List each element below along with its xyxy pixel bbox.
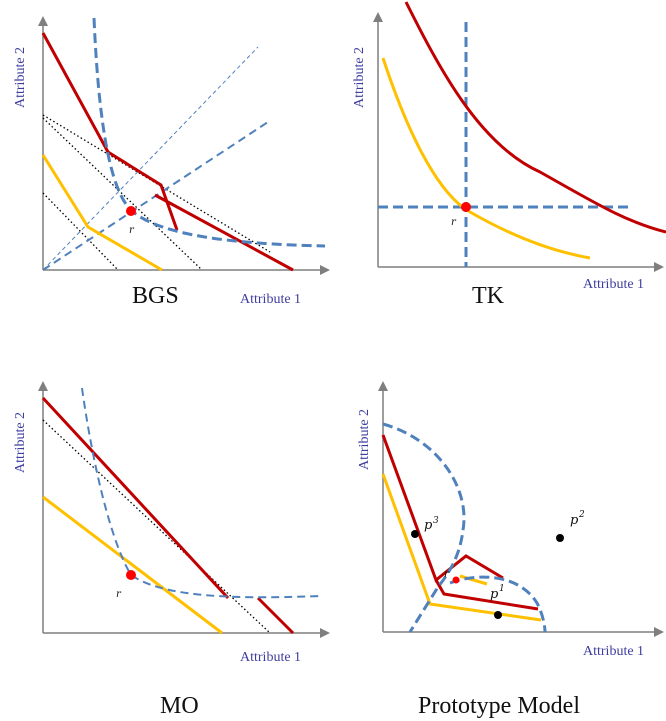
- proto-reference-point: [453, 577, 460, 584]
- proto-p3-sup: 3: [433, 516, 439, 526]
- proto-p2-point: [556, 534, 564, 542]
- mo-red-segment: [258, 598, 293, 633]
- mo-dotted-line: [43, 420, 270, 633]
- panel-mo: r Attribute 1 Attribute 2 MO: [13, 383, 328, 719]
- mo-x-label: Attribute 1: [240, 650, 301, 665]
- tk-red-curve: [406, 2, 666, 232]
- proto-p1-point: [494, 611, 502, 619]
- bgs-r-label: r: [129, 225, 135, 236]
- bgs-yellow-frontier: [43, 155, 162, 270]
- bgs-diagonal-ray: [43, 47, 258, 270]
- bgs-red-frontier: [43, 33, 177, 230]
- proto-p2-sup: 2: [578, 510, 585, 520]
- bgs-reference-point: [126, 206, 136, 216]
- panel-tk: r Attribute 1 Attribute 2 TK: [352, 2, 666, 309]
- proto-p2-label: p: [570, 513, 579, 528]
- proto-red-frontier-lower: [436, 580, 538, 609]
- proto-title: Prototype Model: [418, 693, 580, 719]
- proto-y-label: Attribute 2: [357, 409, 372, 470]
- proto-x-label: Attribute 1: [583, 644, 644, 659]
- mo-reference-point: [126, 570, 136, 580]
- tk-yellow-curve: [383, 58, 590, 258]
- panel-bgs: r Attribute 1 Attribute 2 BGS: [13, 18, 328, 309]
- bgs-title: BGS: [132, 283, 179, 309]
- tk-x-label: Attribute 1: [583, 277, 644, 292]
- tk-y-label: Attribute 2: [352, 47, 367, 108]
- proto-red-frontier-upper: [383, 435, 503, 580]
- proto-p1-sup: 1: [499, 584, 505, 594]
- proto-blue-boundary-inner: [450, 577, 545, 632]
- tk-r-label: r: [451, 217, 457, 228]
- mo-y-label: Attribute 2: [13, 412, 28, 473]
- tk-reference-point: [461, 202, 471, 212]
- bgs-y-label: Attribute 2: [13, 47, 28, 108]
- tk-title: TK: [472, 283, 505, 309]
- mo-yellow-line: [43, 497, 222, 633]
- panel-prototype: r p 3 p 2 p 1 Attribute 1 Attribute 2 Pr…: [357, 383, 662, 719]
- bgs-red-segment: [155, 195, 293, 270]
- mo-r-label: r: [116, 589, 122, 600]
- proto-p3-label: p: [424, 518, 433, 533]
- proto-p3-point: [411, 530, 419, 538]
- proto-p1-label: p: [490, 587, 499, 602]
- mo-blue-curve: [82, 388, 320, 597]
- bgs-x-label: Attribute 1: [240, 292, 301, 307]
- mo-title: MO: [160, 693, 199, 719]
